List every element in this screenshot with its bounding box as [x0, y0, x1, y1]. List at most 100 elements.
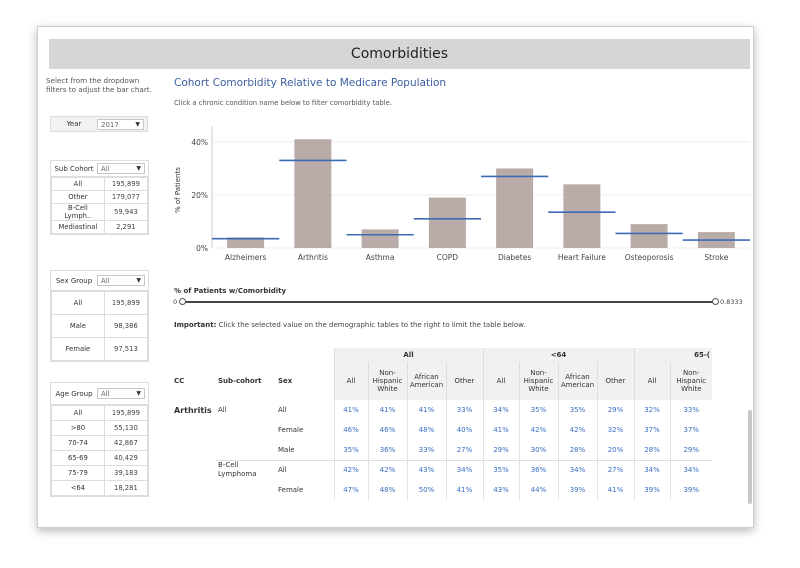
percent-cell: 42%	[557, 420, 597, 440]
slider-min-handle[interactable]	[179, 298, 186, 305]
bar-copd[interactable]	[428, 197, 466, 248]
percent-cell: 35%	[482, 459, 519, 480]
col-header: Other	[445, 362, 483, 400]
category-label[interactable]: Osteoporosis	[625, 253, 674, 262]
sex-cell: Female	[278, 486, 304, 494]
percent-cell: 42%	[333, 459, 368, 480]
category-label[interactable]: Diabetes	[498, 253, 531, 262]
subcohort-cell: B-Cell Lymphoma	[216, 459, 276, 480]
group-header-65: 65-(	[633, 348, 712, 362]
cc-cell[interactable]	[172, 440, 216, 460]
chart-subtitle: Click a chronic condition name below to …	[174, 99, 392, 107]
bar-chart-svg: 0% 20% 40% Alzheimers Arthritis Asthma COPD Dia…	[191, 126, 750, 262]
category-label[interactable]: Arthritis	[298, 253, 328, 262]
year-dropdown[interactable]: 2017 ▼	[97, 118, 144, 130]
sex-cell: All	[278, 406, 287, 414]
col-header: African American	[557, 362, 597, 400]
bar-heart-failure[interactable]	[563, 184, 601, 248]
comorbidity-table-wrap: All <64 65-( CC Sub-cohort Sex All Non-H…	[172, 348, 754, 520]
row-value: 59,943	[103, 203, 149, 221]
comorbidity-table: All <64 65-( CC Sub-cohort Sex All Non-H…	[172, 348, 712, 500]
table-row[interactable]: Male 35% 36% 33% 27% 29% 30% 28% 20% 28% 29%	[172, 440, 712, 460]
table-scrollbar[interactable]	[748, 410, 752, 504]
sub-cohort-table: All 195,899 Other 179,077 B-Cell Lymph.. 59…	[51, 177, 149, 234]
table-row[interactable]: Female 46% 46% 48% 40% 41% 42% 42% 32% 37% 37%	[172, 420, 712, 440]
sex-group-dropdown[interactable]: All ▼	[97, 275, 145, 286]
table-row[interactable]: B-Cell Lymphoma All 42% 42% 43% 34% 35% 36% 34% 2…	[172, 459, 712, 480]
table-row[interactable]: B-Cell Lymph.. 59,943	[51, 203, 149, 221]
subcohort-cell	[216, 420, 276, 440]
bar-osteoporosis[interactable]	[630, 224, 668, 248]
percent-cell: 46%	[367, 420, 407, 440]
table-row[interactable]: All 195,899	[51, 177, 149, 191]
percent-cell: 33%	[669, 400, 712, 420]
cc-cell[interactable]	[172, 460, 216, 480]
category-label[interactable]: Asthma	[366, 253, 395, 262]
category-label[interactable]: COPD	[437, 253, 459, 262]
table-row[interactable]: <64 18,281	[51, 480, 149, 496]
row-label: <64	[51, 480, 105, 496]
table-group-header: All <64 65-(	[172, 348, 712, 362]
y-tick-label: 20%	[191, 191, 208, 200]
table-row[interactable]: All 195,899	[51, 405, 149, 421]
percent-cell: 37%	[633, 420, 670, 440]
age-group-dropdown[interactable]: All ▼	[97, 388, 145, 399]
age-group-dropdown-row: Age Group All ▼	[51, 383, 148, 405]
table-sub-header: CC Sub-cohort Sex All Non-Hispanic White…	[172, 362, 712, 400]
row-label: 75-79	[51, 465, 105, 481]
bar-asthma[interactable]	[361, 229, 399, 248]
year-dropdown-value: 2017	[101, 120, 119, 129]
bar-alzheimers[interactable]	[227, 237, 265, 248]
age-group-table: All 195,899 >80 55,130 70-74 42,867 65-69 40…	[51, 405, 149, 496]
category-label[interactable]: Heart Failure	[558, 253, 606, 262]
col-header: Non-Hispanic White	[367, 362, 407, 400]
sex-group-dropdown-row: Sex Group All ▼	[51, 271, 148, 291]
slider-label: % of Patients w/Comorbidity	[174, 287, 287, 295]
sub-cohort-dropdown[interactable]: All ▼	[97, 163, 145, 174]
sex-group-dropdown-value: All	[101, 277, 110, 285]
bar-diabetes[interactable]	[496, 168, 534, 248]
percent-cell: 48%	[406, 420, 446, 440]
slider-max-handle[interactable]	[712, 298, 719, 305]
table-row[interactable]: Arthritis All All 41% 41% 41% 33% 34% 35% 35% 29% 3…	[172, 400, 712, 420]
percent-cell: 29%	[482, 440, 519, 460]
row-value: 2,291	[103, 220, 149, 234]
cc-cell[interactable]	[172, 420, 216, 440]
percent-cell: 43%	[482, 480, 519, 500]
sub-cohort-filter: Sub Cohort All ▼ All 195,899 Other 179,077…	[50, 160, 149, 235]
row-label: All	[51, 177, 105, 191]
sub-cohort-label: Sub Cohort	[54, 164, 94, 173]
table-row[interactable]: All 195,899	[51, 291, 149, 315]
sub-cohort-dropdown-row: Sub Cohort All ▼	[51, 161, 148, 177]
table-row[interactable]: >80 55,130	[51, 420, 149, 436]
table-row[interactable]: 65-69 40,429	[51, 450, 149, 466]
bar-arthritis[interactable]	[294, 139, 332, 248]
table-row[interactable]: Other 179,077	[51, 190, 149, 204]
percent-cell: 50%	[406, 480, 446, 500]
group-header-all: All	[333, 348, 483, 362]
percent-cell: 35%	[333, 440, 368, 460]
table-row[interactable]: Female 97,513	[51, 337, 149, 361]
cc-cell[interactable]: Arthritis	[174, 406, 212, 415]
table-row[interactable]: Male 98,386	[51, 314, 149, 338]
percent-cell: 41%	[406, 400, 446, 420]
row-value: 195,899	[103, 177, 149, 191]
table-row[interactable]: 75-79 39,183	[51, 465, 149, 481]
year-filter: Year 2017 ▼	[50, 116, 148, 132]
percent-cell: 27%	[445, 440, 483, 460]
row-label: Other	[51, 190, 105, 204]
chevron-down-icon: ▼	[136, 165, 141, 172]
bar-chart: 0% 20% 40% Alzheimers Arthritis Asthma COPD Dia…	[172, 118, 754, 273]
sub-cohort-dropdown-value: All	[101, 165, 110, 173]
cc-cell[interactable]	[172, 480, 216, 500]
table-row[interactable]: Female 47% 48% 50% 41% 43% 44% 39% 41% 39% 39%	[172, 480, 712, 500]
col-header: All	[482, 362, 519, 400]
age-group-dropdown-value: All	[101, 390, 110, 398]
category-label[interactable]: Stroke	[704, 253, 728, 262]
percent-cell: 33%	[445, 400, 483, 420]
comorbidity-range-slider[interactable]	[179, 298, 719, 306]
table-row[interactable]: 70-74 42,867	[51, 435, 149, 451]
chevron-down-icon: ▼	[136, 390, 141, 397]
table-row[interactable]: Mediastinal 2,291	[51, 220, 149, 234]
category-label[interactable]: Alzheimers	[225, 253, 267, 262]
